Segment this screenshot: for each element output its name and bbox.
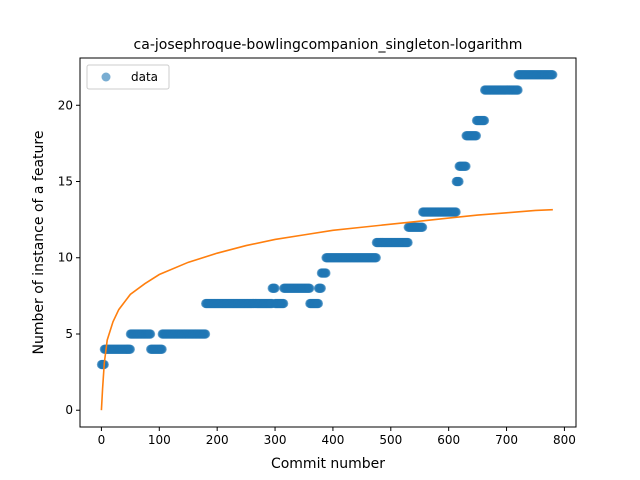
y-axis-label: Number of instance of a feature: [31, 131, 47, 355]
data-point: [316, 283, 326, 293]
data-point: [454, 176, 464, 187]
fit-line: [100, 208, 553, 411]
data-point: [418, 222, 428, 232]
data-point: [270, 283, 280, 293]
chart-title: ca-josephroque-bowlingcompanion_singleto…: [134, 37, 523, 53]
x-tick-label: 800: [553, 433, 576, 447]
x-axis: 0 100 200 300 400 500 600 700 800: [98, 427, 576, 447]
data-point: [157, 344, 167, 354]
data-point: [125, 344, 135, 354]
y-tick-label: 5: [65, 327, 73, 341]
x-tick-label: 600: [437, 433, 460, 447]
data-point: [146, 329, 156, 339]
legend-label-data: data: [131, 70, 158, 84]
data-point: [548, 70, 558, 80]
data-point: [461, 161, 471, 171]
y-tick-label: 0: [65, 403, 73, 417]
axes-frame: [79, 57, 577, 428]
y-axis: 0 5 10 15 20: [58, 98, 80, 417]
legend-box: [86, 64, 170, 90]
legend: data: [86, 64, 170, 90]
data-point: [371, 253, 381, 263]
x-tick-label: 0: [98, 433, 106, 447]
x-tick-label: 400: [321, 433, 344, 447]
y-tick-label: 20: [58, 98, 73, 112]
x-axis-label: Commit number: [271, 456, 385, 472]
data-point: [451, 207, 461, 217]
y-tick-label: 10: [58, 251, 73, 265]
x-tick-label: 100: [148, 433, 171, 447]
x-tick-label: 300: [264, 433, 287, 447]
data-point: [471, 131, 482, 141]
data-point: [200, 329, 211, 339]
legend-marker-data: [101, 72, 111, 82]
data-point: [279, 298, 289, 309]
data-point: [403, 237, 413, 248]
data-point: [321, 268, 331, 278]
y-tick-label: 15: [58, 175, 73, 189]
x-tick-label: 200: [206, 433, 229, 447]
x-tick-label: 500: [379, 433, 402, 447]
data-point: [305, 283, 315, 293]
data-point: [479, 115, 490, 126]
plot-area: [96, 70, 558, 411]
data-point: [513, 85, 523, 95]
data-point: [313, 298, 324, 309]
x-tick-label: 700: [495, 433, 518, 447]
